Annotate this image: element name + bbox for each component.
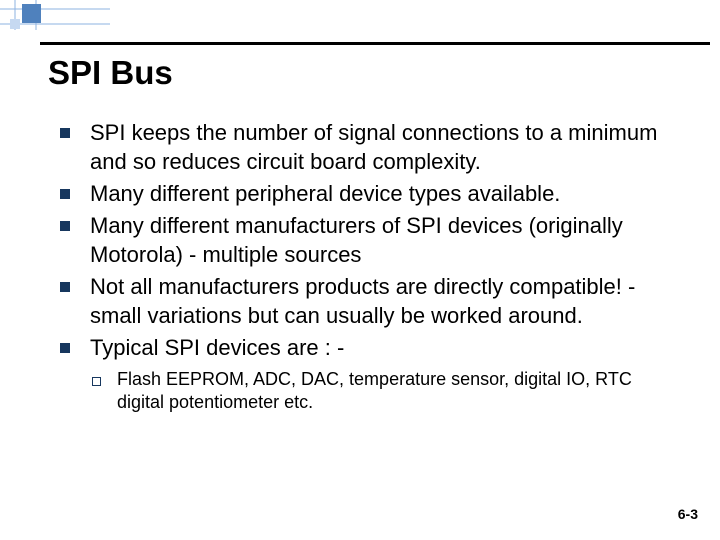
sub-bullet-text: Flash EEPROM, ADC, DAC, temperature sens…	[117, 368, 670, 414]
square-bullet-icon	[60, 279, 70, 297]
bullet-text: Not all manufacturers products are direc…	[90, 272, 670, 330]
bullet-text: Typical SPI devices are : -	[90, 333, 670, 362]
hollow-square-bullet-icon	[92, 373, 101, 391]
sub-bullet-item: Flash EEPROM, ADC, DAC, temperature sens…	[92, 368, 670, 414]
bullet-item: Many different manufacturers of SPI devi…	[60, 211, 670, 269]
page-number: 6-3	[678, 506, 698, 522]
square-bullet-icon	[60, 340, 70, 358]
slide-title: SPI Bus	[48, 54, 173, 92]
square-bullet-icon	[60, 218, 70, 236]
bullet-item: SPI keeps the number of signal connectio…	[60, 118, 670, 176]
bullet-item: Typical SPI devices are : -	[60, 333, 670, 362]
square-bullet-icon	[60, 186, 70, 204]
bullet-text: Many different manufacturers of SPI devi…	[90, 211, 670, 269]
bullet-item: Many different peripheral device types a…	[60, 179, 670, 208]
bullet-text: Many different peripheral device types a…	[90, 179, 670, 208]
corner-decoration	[0, 0, 110, 30]
title-rule	[40, 42, 710, 45]
slide-content: SPI keeps the number of signal connectio…	[60, 118, 670, 414]
bullet-text: SPI keeps the number of signal connectio…	[90, 118, 670, 176]
slide: SPI Bus SPI keeps the number of signal c…	[0, 0, 720, 540]
square-bullet-icon	[60, 125, 70, 143]
bullet-item: Not all manufacturers products are direc…	[60, 272, 670, 330]
